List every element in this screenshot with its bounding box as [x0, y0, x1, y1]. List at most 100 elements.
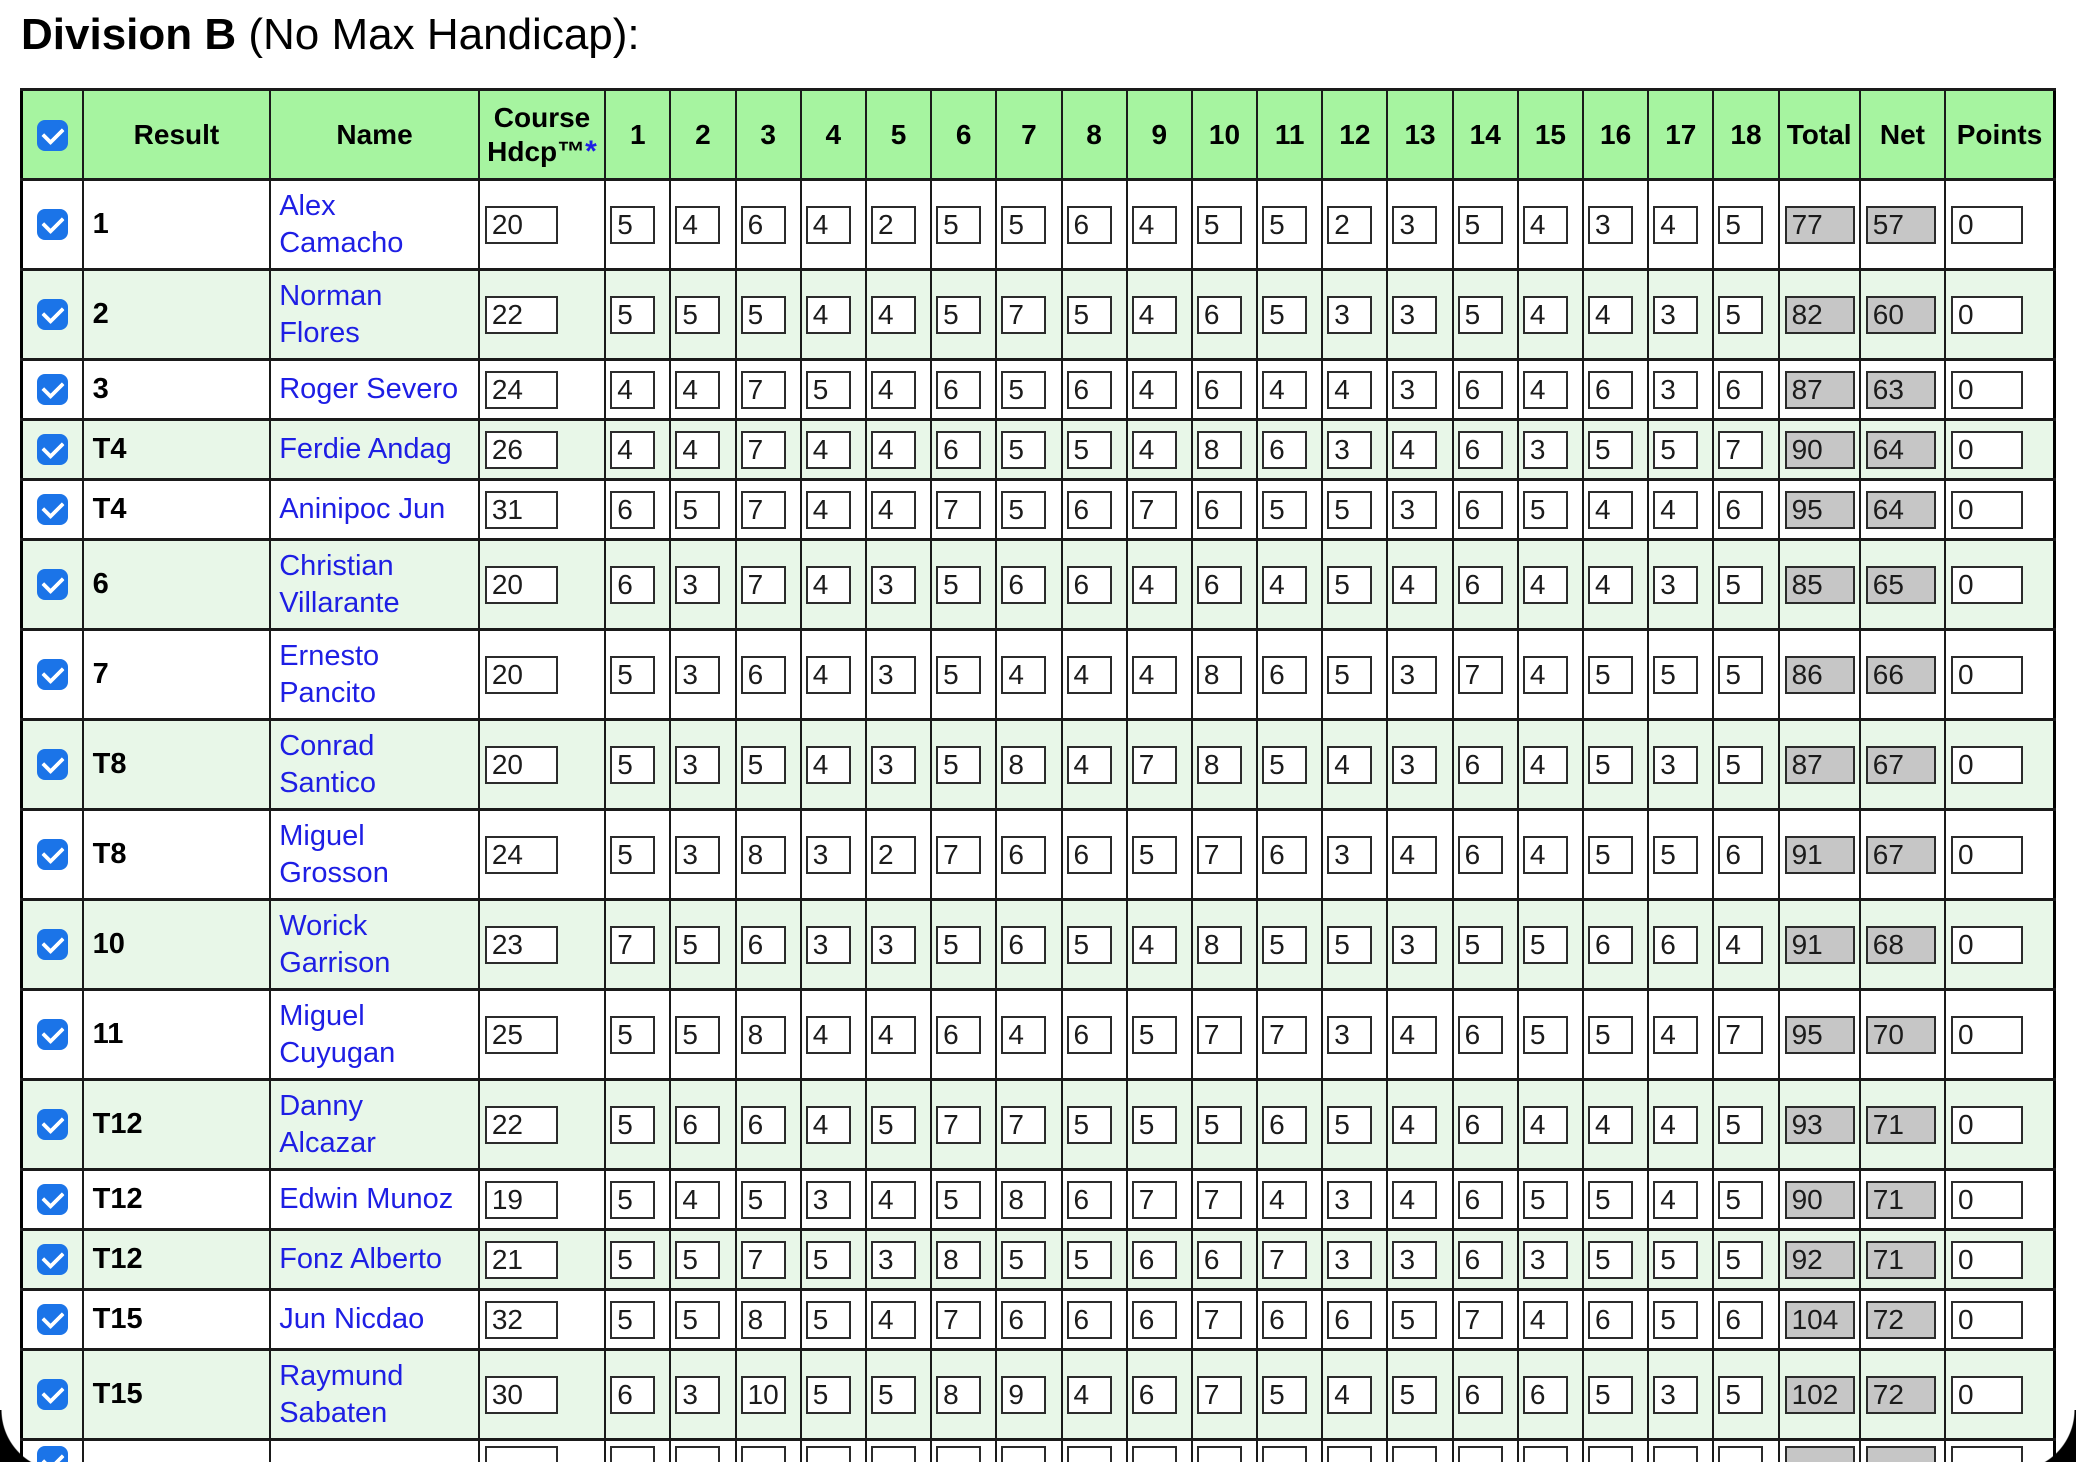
hole-input[interactable]: 5: [1066, 1240, 1112, 1279]
row-checkbox[interactable]: [36, 434, 68, 465]
hole-input[interactable]: 3: [1392, 205, 1438, 244]
hole-input[interactable]: 5: [1588, 745, 1633, 784]
hole-input[interactable]: 5: [870, 1375, 916, 1414]
hole-input[interactable]: [1196, 1446, 1242, 1462]
hole-input[interactable]: 5: [610, 1015, 656, 1054]
hole-input[interactable]: 4: [805, 745, 851, 784]
hole-input[interactable]: 6: [1066, 1015, 1112, 1054]
hole-input[interactable]: 3: [1327, 295, 1373, 334]
player-name-link[interactable]: Raymund Sabaten: [279, 1359, 404, 1429]
row-checkbox[interactable]: [36, 299, 68, 330]
hole-input[interactable]: [1718, 1446, 1764, 1462]
points-input[interactable]: 0: [1951, 1300, 2024, 1339]
hole-input[interactable]: 4: [1131, 565, 1177, 604]
row-checkbox[interactable]: [36, 1244, 68, 1275]
hole-input[interactable]: 5: [870, 1105, 916, 1144]
hole-input[interactable]: 3: [805, 835, 851, 874]
hole-input[interactable]: 4: [870, 430, 916, 469]
hole-input[interactable]: 5: [675, 1015, 721, 1054]
hole-input[interactable]: 5: [1262, 295, 1308, 334]
hole-input[interactable]: 6: [1066, 370, 1112, 409]
hole-input[interactable]: 5: [610, 295, 656, 334]
net-input[interactable]: 60: [1865, 295, 1936, 334]
hole-input[interactable]: 6: [610, 490, 656, 529]
hdcp-input[interactable]: 23: [484, 925, 558, 964]
hole-input[interactable]: 6: [740, 1105, 786, 1144]
hole-input[interactable]: 5: [1653, 430, 1699, 469]
hole-input[interactable]: 6: [1262, 430, 1308, 469]
hole-input[interactable]: 5: [675, 1240, 721, 1279]
hole-input[interactable]: 7: [1718, 430, 1764, 469]
hole-input[interactable]: 6: [1457, 1375, 1503, 1414]
points-input[interactable]: 0: [1951, 205, 2024, 244]
hole-input[interactable]: 4: [870, 1180, 916, 1219]
hole-input[interactable]: 8: [740, 835, 786, 874]
points-input[interactable]: 0: [1951, 1240, 2024, 1279]
hdcp-input[interactable]: 22: [484, 295, 558, 334]
hole-input[interactable]: 5: [1196, 205, 1242, 244]
net-input[interactable]: 64: [1865, 490, 1936, 529]
select-all-checkbox[interactable]: [36, 120, 68, 152]
hole-input[interactable]: 5: [610, 1240, 656, 1279]
hole-input[interactable]: 6: [1001, 1300, 1047, 1339]
hole-input[interactable]: 3: [675, 565, 721, 604]
points-input[interactable]: 0: [1951, 1375, 2024, 1414]
hole-input[interactable]: 5: [1066, 295, 1112, 334]
hole-input[interactable]: [1392, 1446, 1438, 1462]
hole-input[interactable]: 6: [1457, 490, 1503, 529]
hole-input[interactable]: 7: [1001, 295, 1047, 334]
hole-input[interactable]: 6: [1196, 370, 1242, 409]
hole-input[interactable]: 5: [1131, 1015, 1177, 1054]
hole-input[interactable]: 6: [740, 655, 786, 694]
hole-input[interactable]: 5: [936, 295, 982, 334]
row-select-cell[interactable]: [20, 1228, 84, 1291]
net-input[interactable]: 63: [1865, 370, 1936, 409]
hole-input[interactable]: 3: [1327, 1015, 1373, 1054]
hole-input[interactable]: 3: [1522, 430, 1568, 469]
hdcp-input[interactable]: 26: [484, 430, 558, 469]
hole-input[interactable]: 5: [1001, 370, 1047, 409]
hole-input[interactable]: 4: [1392, 835, 1438, 874]
points-input[interactable]: 0: [1951, 655, 2024, 694]
row-checkbox[interactable]: [36, 839, 68, 870]
net-input[interactable]: 67: [1865, 745, 1936, 784]
hole-input[interactable]: 4: [1392, 430, 1438, 469]
hole-input[interactable]: 6: [1653, 925, 1699, 964]
hole-input[interactable]: 7: [1457, 1300, 1503, 1339]
hole-input[interactable]: 5: [1196, 1105, 1242, 1144]
hole-input[interactable]: [1262, 1446, 1308, 1462]
hole-input[interactable]: 3: [1392, 1240, 1438, 1279]
hole-input[interactable]: 6: [1196, 490, 1242, 529]
row-checkbox[interactable]: [36, 929, 68, 960]
hole-input[interactable]: 4: [675, 205, 721, 244]
points-input[interactable]: 0: [1951, 370, 2024, 409]
hdcp-input[interactable]: 20: [484, 655, 558, 694]
hole-input[interactable]: 4: [1131, 925, 1177, 964]
hole-input[interactable]: 4: [1588, 295, 1633, 334]
hole-input[interactable]: [1066, 1446, 1112, 1462]
hole-input[interactable]: 4: [1522, 1105, 1568, 1144]
hole-input[interactable]: 7: [936, 490, 982, 529]
hole-input[interactable]: 6: [1588, 370, 1633, 409]
hole-input[interactable]: 6: [610, 565, 656, 604]
hole-input[interactable]: 7: [1131, 490, 1177, 529]
hole-input[interactable]: 4: [1522, 655, 1568, 694]
hole-input[interactable]: 6: [1457, 1105, 1503, 1144]
hole-input[interactable]: 4: [1522, 370, 1568, 409]
player-name-link[interactable]: Miguel Cuyugan: [279, 999, 396, 1069]
row-select-cell[interactable]: [20, 1288, 84, 1351]
hole-input[interactable]: 7: [1196, 1300, 1242, 1339]
hole-input[interactable]: 5: [805, 1300, 851, 1339]
hole-input[interactable]: 4: [675, 370, 721, 409]
points-input[interactable]: 0: [1951, 295, 2024, 334]
hole-input[interactable]: 3: [1392, 490, 1438, 529]
hole-input[interactable]: 8: [936, 1240, 982, 1279]
total-input[interactable]: 93: [1784, 1105, 1855, 1144]
total-input[interactable]: 104: [1784, 1300, 1855, 1339]
hole-input[interactable]: 5: [1131, 1105, 1177, 1144]
hole-input[interactable]: 4: [1522, 1300, 1568, 1339]
hole-input[interactable]: 5: [936, 565, 982, 604]
hole-input[interactable]: [740, 1446, 786, 1462]
hole-input[interactable]: 6: [740, 925, 786, 964]
hole-input[interactable]: 3: [675, 1375, 721, 1414]
